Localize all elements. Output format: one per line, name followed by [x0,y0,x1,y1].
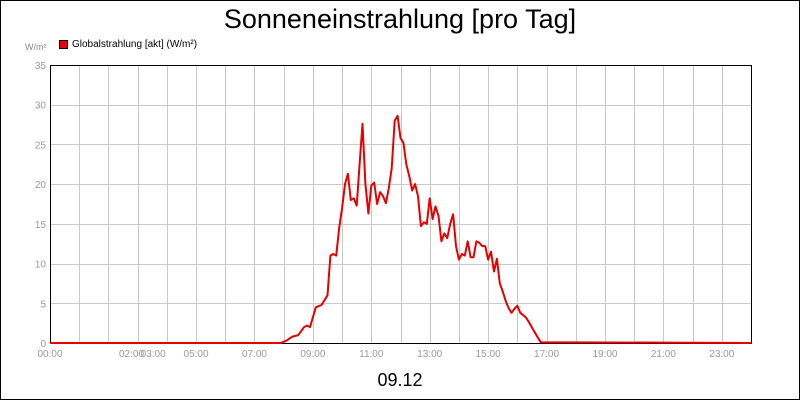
legend-swatch [59,40,68,49]
x-tick-label: 07:00 [242,349,267,360]
x-tick-label: 19:00 [592,349,617,360]
y-tick-label: 5 [40,299,46,310]
y-tick-label: 0 [40,339,46,350]
x-tick-label: 15:00 [476,349,501,360]
y-tick-label: 35 [35,61,47,72]
y-tick-label: 20 [35,180,47,191]
y-tick-label: 25 [35,140,47,151]
x-tick-label: 21:00 [651,349,676,360]
x-tick-label: 00:00 [37,349,62,360]
plot-border [50,65,752,344]
series-line-globalstrahlung [50,114,752,344]
chart-legend: Globalstrahlung [akt] (W/m²) [59,39,197,50]
x-tick-label: 23:00 [709,349,734,360]
x-axis-date-label: 09.12 [377,370,423,390]
y-tick-label: 15 [35,220,47,231]
plot-background [50,65,751,343]
x-tick-label: 09:00 [300,349,325,360]
x-tick-label: 13:00 [417,349,442,360]
x-tick-label: 11:00 [359,349,384,360]
y-tick-label: 30 [35,101,47,112]
x-tick-label: 02:00 [119,349,144,360]
x-tick-label: 03:00 [141,349,166,360]
y-axis-unit-label: W/m² [25,42,47,52]
legend-label: Globalstrahlung [akt] (W/m²) [72,39,198,50]
y-tick-label: 10 [35,260,47,271]
x-tick-label: 17:00 [534,349,559,360]
chart-title: Sonneneinstrahlung [pro Tag] [223,4,577,34]
x-tick-label: 05:00 [184,349,209,360]
